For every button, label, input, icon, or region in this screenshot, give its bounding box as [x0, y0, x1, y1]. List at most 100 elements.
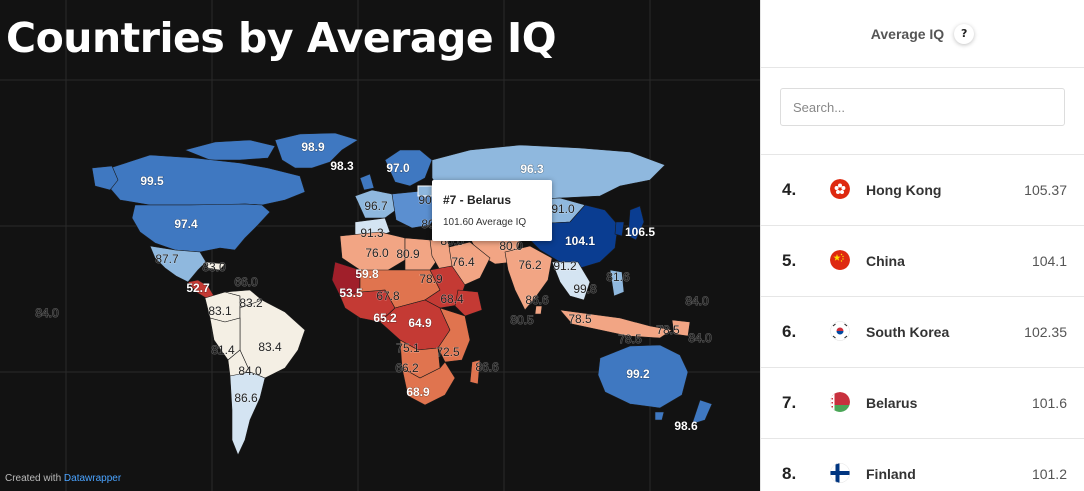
map-pane[interactable]: 98.9 98.3 99.5 97.4 87.7 83.0 66.0 52.7 83.2 83.1… — [0, 0, 760, 491]
country-alaska[interactable] — [91, 165, 119, 191]
map-value-label: 96.3 — [520, 162, 544, 176]
map-value-label: 78.5 — [656, 323, 680, 337]
map-value-label: 65.2 — [373, 311, 397, 325]
map-value-label: 99.5 — [140, 174, 164, 188]
country-east-africa[interactable] — [437, 307, 471, 363]
map-value-label: 98.9 — [301, 140, 325, 154]
map-value-label: 64.9 — [408, 316, 432, 330]
map-value-label: 81.4 — [211, 343, 235, 357]
map-value-label: 83.4 — [258, 340, 282, 354]
search-wrap — [761, 68, 1084, 155]
map-value-label: 86.6 — [525, 293, 549, 307]
country-cuba[interactable] — [204, 261, 226, 271]
country-greenland[interactable] — [274, 132, 359, 169]
row-rank: 4. — [782, 180, 797, 199]
country-argentina[interactable] — [229, 371, 266, 456]
country-scandinavia[interactable] — [384, 149, 433, 187]
country-tasmania[interactable] — [654, 411, 665, 421]
row-rank: 5. — [782, 251, 797, 270]
country-srilanka[interactable] — [534, 305, 543, 315]
world-map[interactable]: 98.9 98.3 99.5 97.4 87.7 83.0 66.0 52.7 83.2 83.1… — [0, 0, 760, 491]
map-value-label: 52.7 — [186, 281, 210, 295]
ranking-sidebar: Average IQ ? 4. Hong Kong 105.37 5. Chin… — [760, 0, 1084, 491]
country-philippines[interactable] — [609, 269, 625, 297]
map-value-label: 91.0 — [551, 202, 575, 216]
tooltip-body: 101.60 Average IQ — [443, 217, 527, 228]
country-newzealand[interactable] — [691, 399, 713, 425]
sidebar-title: Average IQ — [870, 25, 945, 42]
country-china[interactable] — [527, 204, 619, 269]
map-value-label: 104.1 — [565, 234, 595, 248]
map-value-label: 97.0 — [386, 161, 410, 175]
country-canada[interactable] — [107, 154, 306, 206]
row-value: 105.37 — [1024, 182, 1067, 198]
list-item[interactable]: 6. South Korea 102.35 — [761, 297, 1084, 368]
map-value-label: 86.6 — [475, 360, 499, 374]
list-item[interactable]: 4. Hong Kong 105.37 — [761, 155, 1084, 226]
row-country-name: Hong Kong — [866, 182, 942, 198]
map-value-label: 81.6 — [606, 270, 630, 284]
country-png[interactable] — [671, 319, 691, 337]
help-icon[interactable]: ? — [954, 23, 975, 44]
map-value-label: 91.3 — [360, 226, 384, 240]
map-value-label: 80.9 — [396, 247, 420, 261]
list-item[interactable]: 5. China 104.1 — [761, 226, 1084, 297]
row-country-name: South Korea — [866, 324, 950, 340]
map-value-label: 76.0 — [365, 246, 389, 260]
map-value-label: 99.2 — [626, 367, 650, 381]
row-value: 104.1 — [1031, 253, 1067, 269]
map-value-label: 76.4 — [451, 255, 475, 269]
list-item[interactable]: 7. Belarus 101.6 — [761, 368, 1084, 439]
country-southern-africa[interactable] — [401, 361, 456, 406]
map-value-label: 90 — [418, 193, 432, 207]
finland-flag-icon — [830, 463, 850, 483]
map-tooltip: #7 - Belarus 101.60 Average IQ — [432, 180, 552, 241]
map-value-label: 66.0 — [234, 275, 258, 289]
country-japan[interactable] — [627, 205, 645, 241]
map-value-label: 87.7 — [155, 252, 179, 266]
map-value-label: 91.2 — [553, 259, 577, 273]
row-country-name: Finland — [866, 466, 916, 482]
row-value: 101.6 — [1031, 395, 1067, 411]
country-madagascar[interactable] — [469, 359, 481, 385]
row-value: 101.2 — [1031, 466, 1067, 482]
map-value-label: 78.5 — [618, 332, 642, 346]
country-arctic-canada[interactable] — [184, 139, 276, 161]
map-value-label: 78.9 — [419, 272, 443, 286]
country-australia[interactable] — [597, 344, 689, 409]
map-title: Countries by Average IQ — [6, 14, 557, 62]
country-india[interactable] — [504, 245, 553, 311]
country-algeria[interactable] — [339, 231, 406, 273]
sidebar-header: Average IQ ? — [761, 0, 1084, 68]
map-value-label: 98.3 — [330, 159, 354, 173]
country-sudan[interactable] — [424, 265, 466, 309]
country-mainland-sea[interactable] — [551, 261, 591, 301]
map-value-label: 99.8 — [573, 282, 597, 296]
country-ethiopia[interactable] — [454, 289, 483, 317]
row-country-name: Belarus — [866, 395, 918, 411]
map-value-label: 83.2 — [239, 296, 263, 310]
row-country-name: China — [866, 253, 905, 269]
datawrapper-link[interactable]: Datawrapper — [63, 473, 122, 484]
search-input[interactable] — [780, 88, 1065, 126]
map-value-label: 68.9 — [406, 385, 430, 399]
country-uk[interactable] — [359, 173, 375, 191]
map-value-label: 80.0 — [499, 239, 523, 253]
tooltip-title: #7 - Belarus — [443, 193, 512, 207]
south-korea-flag-icon — [830, 321, 850, 341]
country-indonesia[interactable] — [559, 309, 673, 339]
map-value-label: 97.4 — [174, 217, 198, 231]
country-mexico[interactable] — [149, 245, 207, 283]
map-value-label: 84.0 — [685, 294, 709, 308]
country-usa[interactable] — [131, 203, 271, 253]
countries — [91, 132, 713, 456]
row-rank: 7. — [782, 393, 797, 412]
map-value-label: 72.5 — [436, 345, 460, 359]
map-value-label: 59.8 — [355, 267, 379, 281]
row-rank: 8. — [782, 464, 797, 483]
country-korea[interactable] — [614, 221, 625, 237]
map-value-label: 83.0 — [202, 260, 226, 274]
map-value-label: 96.7 — [364, 199, 388, 213]
list-item[interactable]: 8. Finland 101.2 — [761, 439, 1084, 491]
value-labels: 98.9 98.3 99.5 97.4 87.7 83.0 66.0 52.7 83.2 83.1… — [35, 140, 713, 434]
